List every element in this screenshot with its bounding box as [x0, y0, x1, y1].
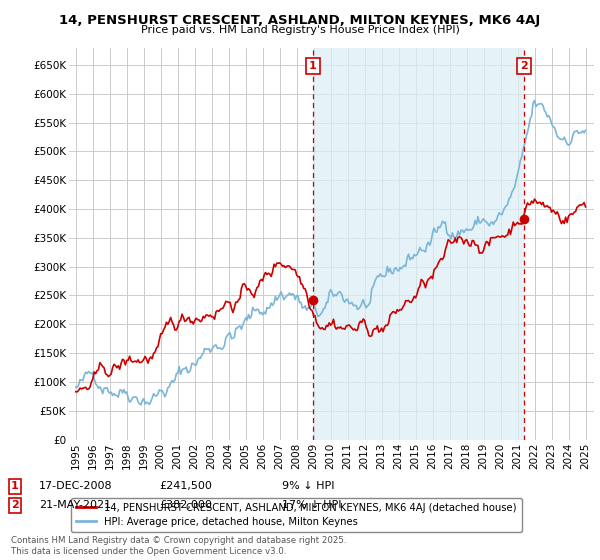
Text: 21-MAY-2021: 21-MAY-2021	[39, 500, 111, 510]
Text: £241,500: £241,500	[159, 481, 212, 491]
Text: 17% ↓ HPI: 17% ↓ HPI	[282, 500, 341, 510]
Text: 17-DEC-2008: 17-DEC-2008	[39, 481, 113, 491]
Text: 1: 1	[11, 481, 19, 491]
Text: 14, PENSHURST CRESCENT, ASHLAND, MILTON KEYNES, MK6 4AJ: 14, PENSHURST CRESCENT, ASHLAND, MILTON …	[59, 14, 541, 27]
Text: 9% ↓ HPI: 9% ↓ HPI	[282, 481, 335, 491]
Text: £382,000: £382,000	[159, 500, 212, 510]
Text: 2: 2	[520, 61, 528, 71]
Text: Price paid vs. HM Land Registry's House Price Index (HPI): Price paid vs. HM Land Registry's House …	[140, 25, 460, 35]
Text: 2: 2	[11, 500, 19, 510]
Text: Contains HM Land Registry data © Crown copyright and database right 2025.
This d: Contains HM Land Registry data © Crown c…	[11, 536, 346, 556]
Bar	[313, 48, 524, 440]
Text: 1: 1	[309, 61, 317, 71]
Legend: 14, PENSHURST CRESCENT, ASHLAND, MILTON KEYNES, MK6 4AJ (detached house), HPI: A: 14, PENSHURST CRESCENT, ASHLAND, MILTON …	[71, 497, 522, 531]
